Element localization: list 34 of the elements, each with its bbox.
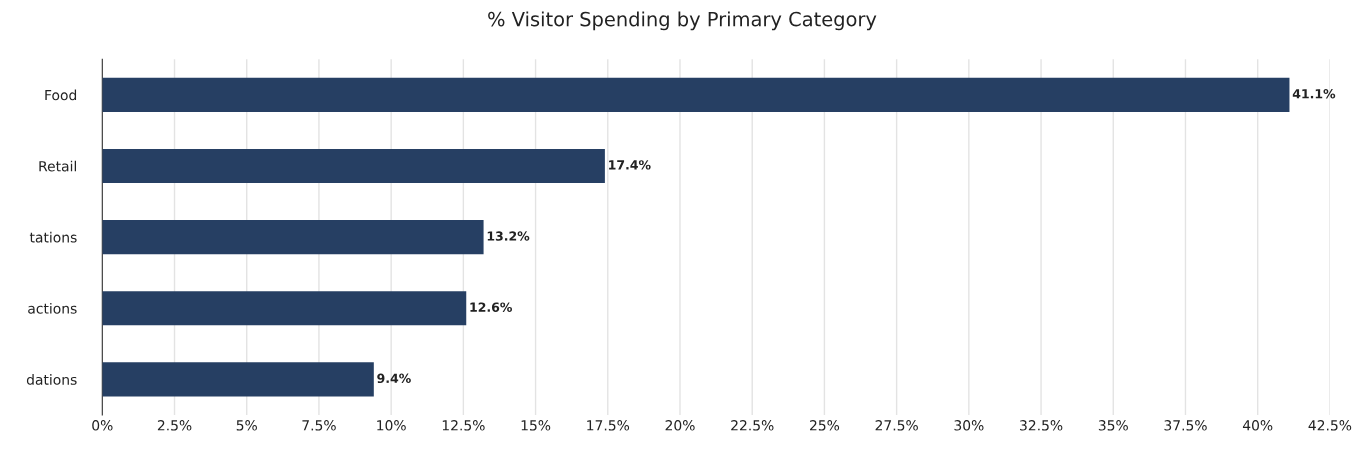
x-tick-label: 37.5% (1164, 420, 1207, 431)
bar (102, 148, 605, 184)
x-tick-label: 35% (1098, 420, 1128, 431)
chart-title: % Visitor Spending by Primary Category (488, 11, 877, 31)
x-tick-label: 30% (954, 420, 984, 431)
data-label: 41.1% (1292, 89, 1336, 99)
x-tick-label: 22.5% (731, 420, 774, 431)
bar (102, 220, 484, 255)
data-label: 9.4% (377, 373, 411, 384)
bar (102, 77, 1290, 112)
x-tick-label: 2.5% (157, 420, 192, 431)
x-tick-label: 25% (810, 420, 840, 431)
data-label: 17.4% (609, 160, 651, 170)
y-tick-label: actions (28, 302, 77, 314)
x-tick-label: 42.5% (1308, 420, 1352, 431)
x-tick-label: 20% (665, 420, 695, 431)
y-tick-label: Food (45, 89, 77, 101)
y-tick-label: Retail (39, 160, 76, 172)
data-label: 12.6% (470, 302, 512, 312)
x-tick-label: 17.5% (587, 420, 630, 431)
y-tick-label: dations (26, 374, 77, 385)
x-tick-label: 0% (92, 420, 113, 431)
x-tick-label: 15% (521, 420, 551, 431)
x-tick-label: 7.5% (302, 420, 336, 431)
x-tick-label: 40% (1242, 420, 1273, 431)
x-tick-label: 32.5% (1020, 420, 1063, 431)
y-tick-label: tations (29, 231, 77, 243)
x-tick-label: 12.5% (442, 420, 485, 431)
data-label: 13.2% (487, 231, 530, 241)
bar (102, 291, 467, 326)
bar (102, 362, 374, 397)
x-tick-label: 10% (377, 420, 406, 431)
x-tick-label: 5% (236, 420, 257, 431)
x-tick-label: 27.5% (875, 420, 918, 431)
